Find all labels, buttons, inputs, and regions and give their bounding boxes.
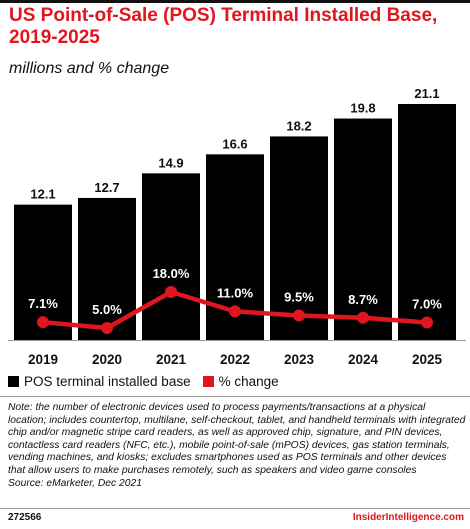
x-tick-2021: 2021 <box>156 352 187 367</box>
x-tick-2025: 2025 <box>412 352 443 367</box>
line-label-2021: 18.0% <box>153 266 190 281</box>
bar-label-2024: 19.8 <box>350 101 375 116</box>
bar-2023 <box>270 136 328 340</box>
bar-label-2022: 16.6 <box>222 136 247 151</box>
chart-id: 272566 <box>8 512 42 523</box>
legend: POS terminal installed base % change <box>8 374 291 389</box>
chart-area: 12.1 2019 12.7 2020 14.9 2021 16.6 2022 18.2 2023… <box>8 86 466 367</box>
bar-2021 <box>142 173 200 340</box>
bar-label-2023: 18.2 <box>286 118 311 133</box>
x-tick-2022: 2022 <box>220 352 250 367</box>
line-point-2020 <box>101 322 113 334</box>
brand-link[interactable]: InsiderIntelligence.com <box>352 512 464 523</box>
bar-label-2025: 21.1 <box>414 86 439 101</box>
line-label-2022: 11.0% <box>217 285 254 300</box>
line-point-2025 <box>421 316 433 329</box>
line-point-2021 <box>165 286 177 298</box>
bar-2024 <box>334 118 392 340</box>
legend-label-line: % change <box>218 374 279 389</box>
line-label-2020: 5.0% <box>92 302 122 317</box>
bar-2025 <box>398 104 456 340</box>
line-label-2023: 9.5% <box>284 290 314 305</box>
source-text: Source: eMarketer, Dec 2021 <box>8 477 142 489</box>
footnote: Note: the number of electronic devices u… <box>8 402 466 490</box>
legend-item-bars: POS terminal installed base <box>8 374 191 389</box>
chart-subtitle: millions and % change <box>9 60 170 77</box>
chart-title: US Point-of-Sale (POS) Terminal Installe… <box>9 5 438 48</box>
legend-swatch-bars <box>8 376 19 387</box>
top-rule <box>0 0 470 3</box>
x-tick-2020: 2020 <box>92 352 122 367</box>
line-point-2023 <box>293 309 305 322</box>
x-tick-2023: 2023 <box>284 352 315 367</box>
line-point-2019 <box>37 316 49 329</box>
line-label-2019: 7.1% <box>28 296 58 311</box>
x-tick-2024: 2024 <box>348 352 379 367</box>
legend-label-bars: POS terminal installed base <box>24 374 191 389</box>
line-label-2024: 8.7% <box>348 292 378 307</box>
bar-label-2021: 14.9 <box>158 155 183 170</box>
note-text: Note: the number of electronic devices u… <box>8 402 466 476</box>
legend-swatch-line <box>202 376 214 387</box>
bar-label-2020: 12.7 <box>94 180 119 195</box>
line-point-2022 <box>229 305 241 318</box>
bar-label-2019: 12.1 <box>30 187 55 202</box>
separator-top <box>0 396 470 397</box>
line-label-2025: 7.0% <box>412 296 442 311</box>
legend-item-line: % change <box>202 374 279 389</box>
separator-bottom <box>0 508 470 509</box>
line-point-2024 <box>357 311 369 324</box>
x-tick-2019: 2019 <box>28 352 58 367</box>
